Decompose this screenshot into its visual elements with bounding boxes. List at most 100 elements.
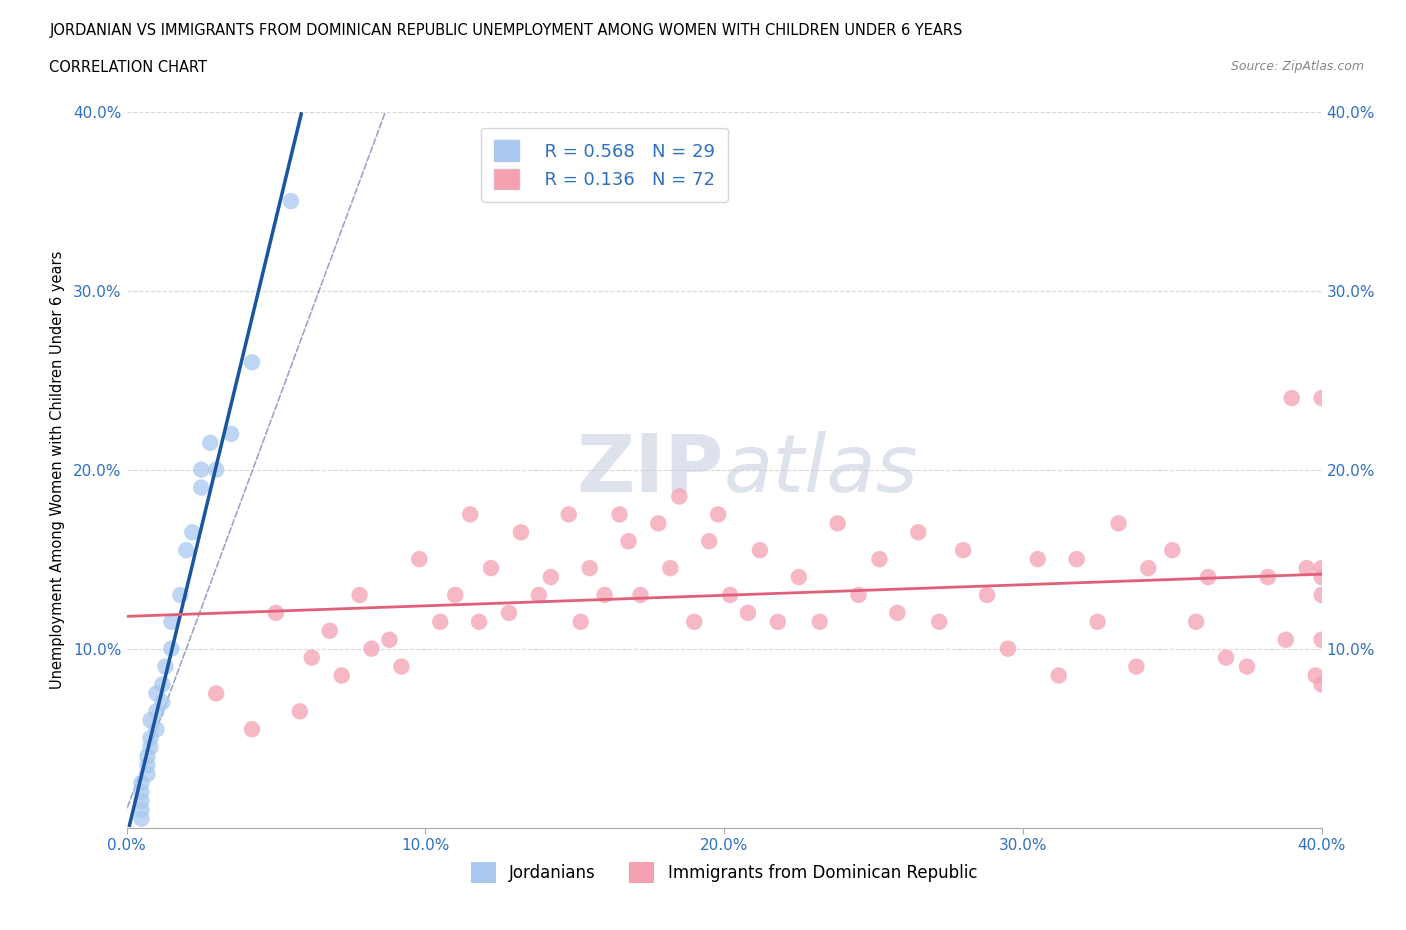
Point (408, 551, 430, 566)
Point (378, 632, 401, 647)
Point (718, 588, 741, 603)
Point (1305, 668, 1327, 683)
Point (145, 722, 167, 737)
Point (169, 588, 191, 603)
Point (1215, 650, 1237, 665)
Point (160, 615, 183, 630)
Point (707, 507, 730, 522)
Point (997, 642, 1019, 657)
Point (976, 588, 998, 603)
Point (1275, 632, 1298, 647)
Point (444, 588, 467, 603)
Point (219, 426, 242, 442)
Point (869, 551, 891, 566)
Point (152, 677, 174, 692)
Text: atlas: atlas (724, 431, 920, 509)
Point (697, 534, 720, 549)
Point (1310, 677, 1333, 692)
Point (152, 695, 174, 710)
Text: Source: ZipAtlas.com: Source: ZipAtlas.com (1230, 60, 1364, 73)
Point (1310, 588, 1333, 603)
Point (928, 615, 950, 630)
Point (1137, 561, 1160, 576)
Point (787, 569, 810, 585)
Point (628, 588, 651, 603)
Point (190, 462, 212, 477)
Point (808, 615, 831, 630)
Point (1125, 659, 1147, 674)
Point (1310, 632, 1333, 647)
Point (578, 561, 600, 576)
Point (659, 561, 682, 576)
Point (1257, 569, 1279, 585)
Point (886, 605, 908, 620)
Point (131, 785, 153, 800)
Point (200, 435, 222, 450)
Point (190, 480, 212, 495)
Point (1236, 659, 1258, 674)
Point (668, 489, 690, 504)
Point (139, 739, 162, 754)
Point (1310, 561, 1333, 576)
Point (1161, 543, 1184, 558)
Point (1026, 551, 1049, 566)
Point (458, 507, 481, 522)
Point (509, 525, 531, 539)
Point (288, 704, 311, 719)
Point (301, 650, 323, 665)
Point (139, 712, 162, 727)
Point (145, 686, 167, 701)
Point (609, 507, 631, 522)
Point (1185, 615, 1208, 630)
Point (479, 561, 502, 576)
Point (136, 749, 159, 764)
Text: JORDANIAN VS IMMIGRANTS FROM DOMINICAN REPUBLIC UNEMPLOYMENT AMONG WOMEN WITH CH: JORDANIAN VS IMMIGRANTS FROM DOMINICAN R… (49, 23, 963, 38)
Point (205, 462, 228, 477)
Point (1108, 516, 1130, 531)
Point (181, 525, 204, 539)
Legend: Jordanians, Immigrants from Dominican Republic: Jordanians, Immigrants from Dominican Re… (463, 854, 986, 891)
Text: CORRELATION CHART: CORRELATION CHART (49, 60, 207, 75)
Point (569, 615, 592, 630)
Point (498, 605, 520, 620)
Point (907, 525, 929, 539)
Point (952, 543, 974, 558)
Point (1087, 615, 1109, 630)
Point (737, 605, 759, 620)
Point (205, 686, 228, 701)
Point (748, 543, 770, 558)
Point (330, 668, 353, 683)
Point (160, 642, 183, 657)
Point (155, 659, 177, 674)
Point (131, 803, 153, 817)
Point (1066, 551, 1088, 566)
Point (145, 704, 167, 719)
Point (1281, 391, 1303, 405)
Point (131, 793, 153, 808)
Point (349, 588, 371, 603)
Point (240, 722, 263, 737)
Point (557, 507, 581, 522)
Point (240, 355, 263, 370)
Point (264, 605, 287, 620)
Point (174, 543, 197, 558)
Point (540, 569, 562, 585)
Point (1310, 391, 1333, 405)
Text: ZIP: ZIP (576, 431, 724, 509)
Point (593, 588, 616, 603)
Point (1310, 569, 1333, 585)
Point (1295, 561, 1317, 576)
Point (360, 642, 382, 657)
Point (468, 615, 491, 630)
Point (1197, 569, 1219, 585)
Y-axis label: Unemployment Among Women with Children Under 6 years: Unemployment Among Women with Children U… (49, 250, 65, 689)
Point (766, 615, 789, 630)
Point (827, 516, 849, 531)
Point (318, 623, 342, 638)
Point (617, 534, 640, 549)
Point (848, 588, 870, 603)
Point (647, 516, 669, 531)
Point (139, 731, 162, 746)
Point (1047, 668, 1070, 683)
Point (136, 766, 159, 781)
